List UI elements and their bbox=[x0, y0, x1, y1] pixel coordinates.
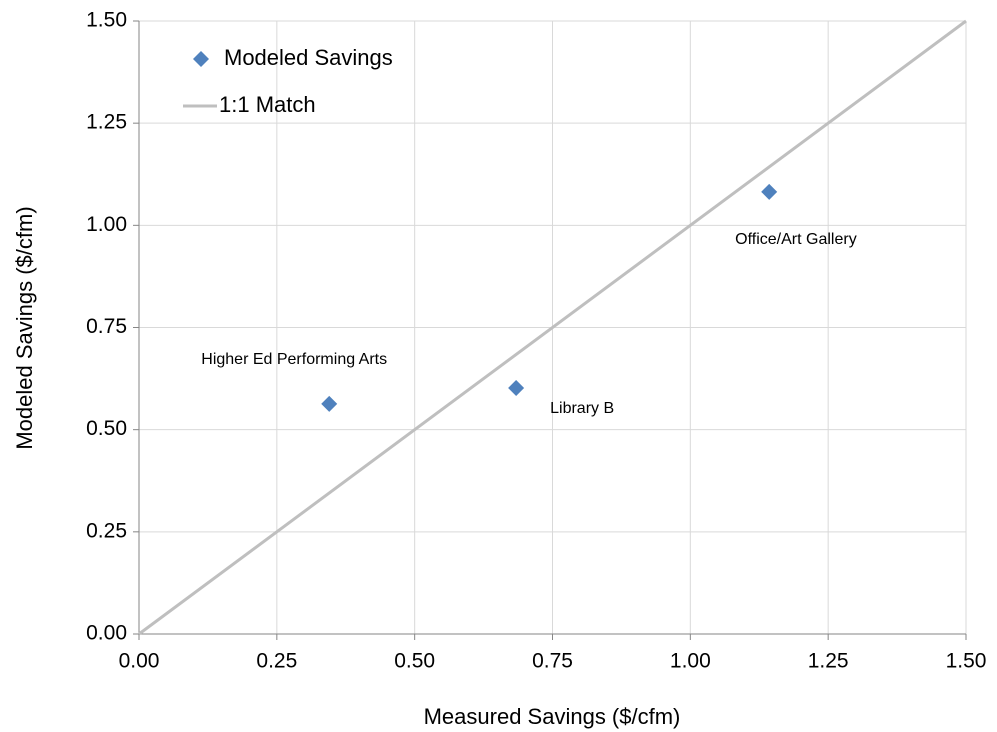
y-tick-label: 1.00 bbox=[86, 213, 127, 236]
data-point bbox=[321, 395, 338, 412]
y-tick-label: 0.25 bbox=[86, 519, 127, 542]
y-tick-label: 0.75 bbox=[86, 315, 127, 338]
legend-swatch bbox=[193, 51, 209, 67]
data-point bbox=[508, 379, 525, 396]
point-label: Library B bbox=[550, 400, 614, 417]
y-tick-label: 1.50 bbox=[86, 9, 127, 32]
y-axis-title: Modeled Savings ($/cfm) bbox=[12, 206, 37, 449]
legend-label: Modeled Savings bbox=[224, 45, 393, 70]
x-tick-label: 0.25 bbox=[256, 650, 297, 673]
point-label: Office/Art Gallery bbox=[735, 231, 857, 248]
x-tick-label: 1.50 bbox=[946, 650, 987, 673]
data-point bbox=[761, 183, 778, 200]
x-tick-label: 1.25 bbox=[808, 650, 849, 673]
legend-label: 1:1 Match bbox=[219, 92, 316, 117]
x-tick-label: 0.50 bbox=[394, 650, 435, 673]
x-tick-label: 1.00 bbox=[670, 650, 711, 673]
point-label: Higher Ed Performing Arts bbox=[201, 351, 387, 368]
y-tick-label: 1.25 bbox=[86, 111, 127, 134]
x-tick-label: 0.00 bbox=[119, 650, 160, 673]
y-tick-label: 0.50 bbox=[86, 417, 127, 440]
identity-line bbox=[138, 19, 967, 636]
y-tick-label: 0.00 bbox=[86, 622, 127, 645]
x-axis-title: Measured Savings ($/cfm) bbox=[424, 704, 681, 729]
x-tick-label: 0.75 bbox=[532, 650, 573, 673]
